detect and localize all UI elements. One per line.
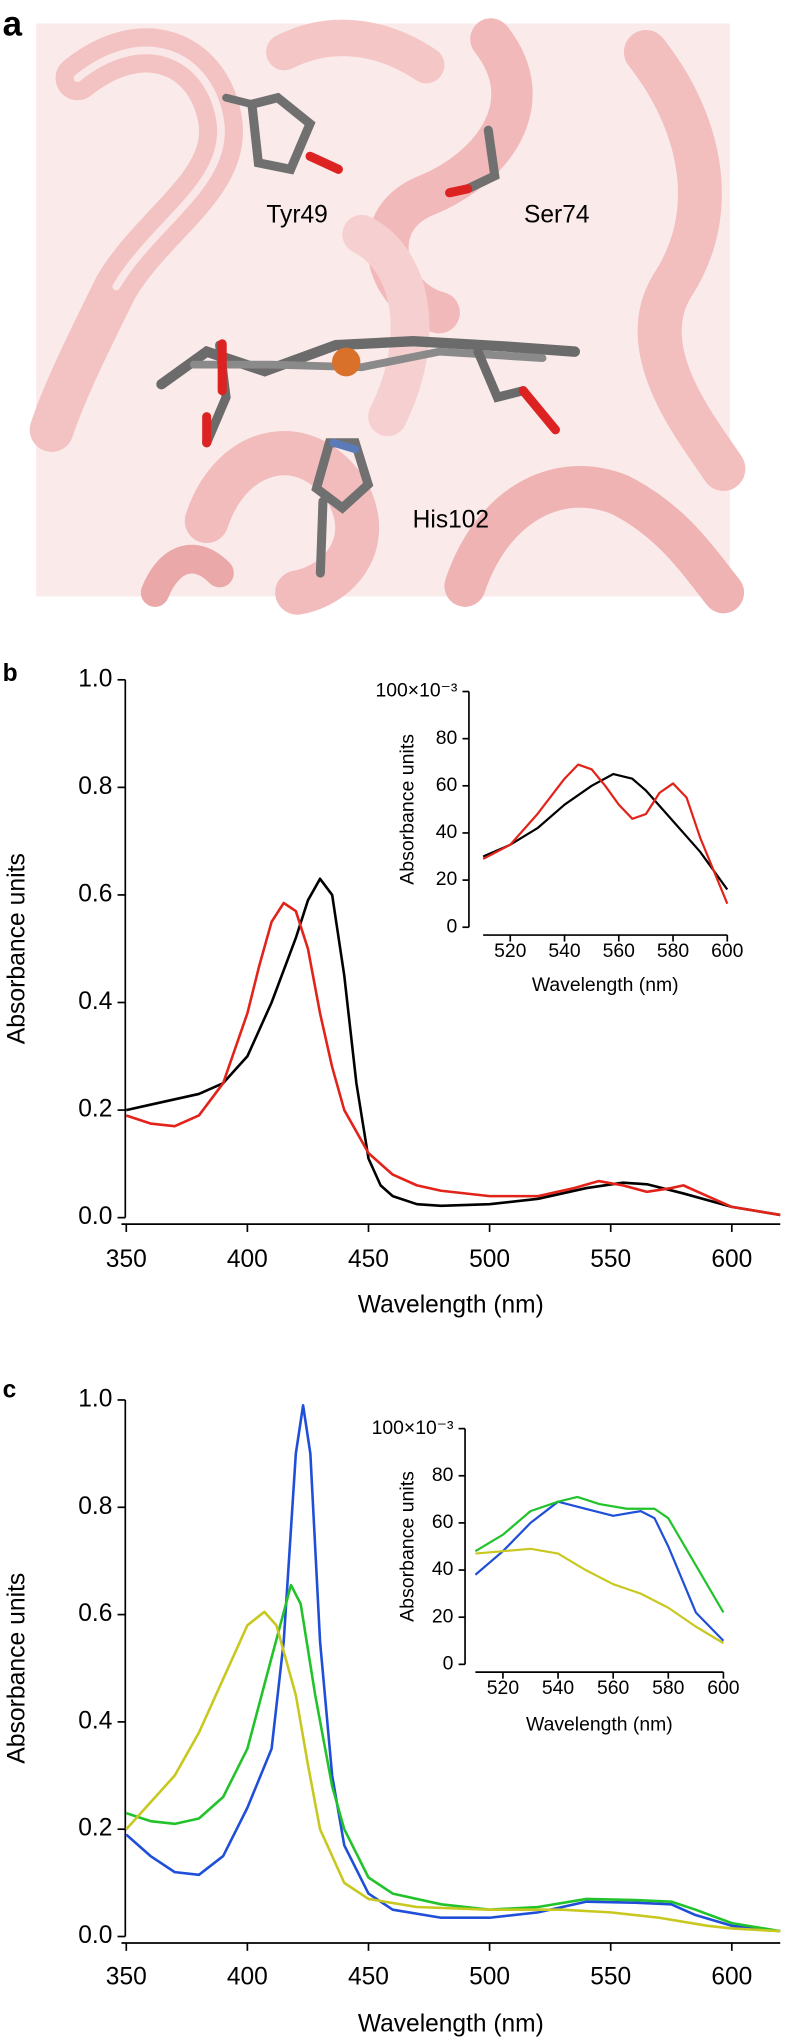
y-tick-label: 60 [432, 1511, 454, 1533]
panel-label: a [3, 4, 23, 43]
y-tick-label: 60 [436, 774, 458, 796]
y-tick-label: 0.2 [78, 1096, 112, 1123]
y-axis-title: Absorbance units [396, 1471, 418, 1622]
x-tick-label: 520 [494, 940, 526, 962]
x-tick-label: 600 [711, 940, 743, 962]
x-tick-label: 600 [711, 1964, 752, 1991]
x-tick-label: 580 [652, 1677, 684, 1699]
structure-panel: a Tyr49 Ser74 His102 [3, 4, 746, 615]
y-tick-label: 80 [436, 727, 458, 749]
x-tick-label: 350 [106, 1246, 147, 1273]
y-tick-label: 20 [436, 868, 458, 890]
y-axis-title: Absorbance units [396, 734, 418, 885]
x-tick-label: 600 [707, 1677, 739, 1699]
spectrum-line [125, 1404, 781, 1933]
x-tick-label: 550 [590, 1964, 631, 1991]
x-tick-label: 450 [348, 1246, 389, 1273]
x-tick-label: 500 [469, 1964, 510, 1991]
panel-label: c [3, 1376, 17, 1403]
x-tick-label: 500 [469, 1246, 510, 1273]
y-tick-label: 40 [432, 1558, 454, 1580]
spectrum-line [474, 1495, 725, 1614]
y-tick-label: 0 [447, 915, 458, 937]
spectrum-line [475, 1547, 724, 1645]
x-axis-title: Wavelength (nm) [526, 1714, 673, 1736]
y-tick-label: 100×10⁻³ [375, 680, 457, 702]
y-tick-label: 0 [443, 1652, 454, 1674]
spectrum-line [125, 1610, 781, 1933]
y-tick-label: 80 [432, 1464, 454, 1486]
residue-label: Ser74 [524, 202, 589, 229]
x-tick-label: 540 [548, 940, 580, 962]
x-axis-title: Wavelength (nm) [358, 2011, 544, 2038]
x-tick-label: 560 [603, 940, 635, 962]
x-axis-title: Wavelength (nm) [358, 1292, 544, 1319]
spectrum-line [125, 901, 781, 1217]
spectrum-line [482, 763, 729, 905]
y-tick-label: 0.8 [78, 773, 112, 800]
y-axis-title: Absorbance units [4, 1573, 31, 1764]
y-tick-label: 0.6 [78, 880, 112, 907]
x-tick-label: 600 [711, 1246, 752, 1273]
x-tick-label: 520 [487, 1677, 519, 1699]
residue-label: Tyr49 [266, 202, 327, 229]
y-tick-label: 1.0 [78, 1385, 112, 1412]
y-tick-label: 40 [436, 821, 458, 843]
y-tick-label: 20 [432, 1605, 454, 1627]
y-tick-label: 0.6 [78, 1600, 112, 1627]
y-tick-label: 0.4 [78, 1707, 112, 1734]
panel-label: b [3, 660, 18, 687]
y-tick-label: 0.8 [78, 1493, 112, 1520]
y-tick-label: 0.0 [78, 1203, 112, 1230]
heme [156, 92, 581, 578]
x-tick-label: 400 [227, 1246, 268, 1273]
y-tick-label: 0.4 [78, 988, 112, 1015]
x-tick-label: 450 [348, 1964, 389, 1991]
residue-label: His102 [413, 506, 489, 533]
y-tick-label: 100×10⁻³ [372, 1417, 454, 1439]
spectrum-line [482, 772, 729, 891]
x-axis-title: Wavelength (nm) [532, 974, 679, 996]
x-tick-label: 580 [657, 940, 689, 962]
y-tick-label: 0.2 [78, 1815, 112, 1842]
y-tick-label: 0.0 [78, 1922, 112, 1949]
x-tick-label: 350 [106, 1964, 147, 1991]
ribbons [29, 18, 746, 615]
x-tick-label: 540 [542, 1677, 574, 1699]
chart: 0 20 40 60 80 100×10⁻³ 520 540 560 580 600 Waveleng… [375, 680, 743, 996]
chart: 0 20 40 60 80 100×10⁻³ 520 540 560 580 600 Waveleng… [372, 1417, 740, 1736]
x-tick-label: 550 [590, 1246, 631, 1273]
spectrum-line [125, 1583, 781, 1933]
spectrum-line [474, 1500, 725, 1642]
y-tick-label: 1.0 [78, 665, 112, 692]
y-axis-title: Absorbance units [4, 853, 31, 1044]
x-tick-label: 400 [227, 1964, 268, 1991]
x-tick-label: 560 [597, 1677, 629, 1699]
